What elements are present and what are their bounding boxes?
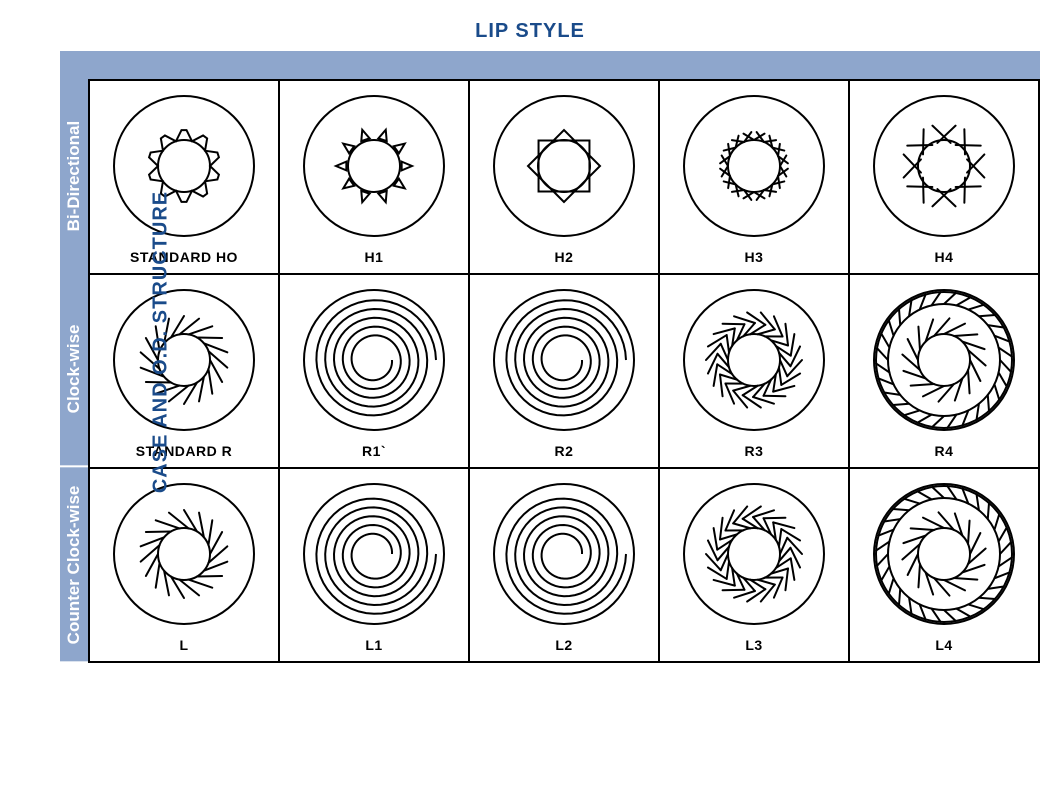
seal-icon	[109, 285, 259, 435]
case-structure-title: CASE AND O.D. STRUCTURE	[150, 190, 173, 492]
seal-cell: L2	[468, 469, 658, 661]
seal-icon	[299, 91, 449, 241]
seal-label: L2	[555, 637, 572, 653]
seal-cell: L	[90, 469, 278, 661]
seal-label: H4	[935, 249, 954, 265]
seal-icon	[869, 91, 1019, 241]
seal-cell: H3	[658, 81, 848, 273]
seal-icon	[869, 479, 1019, 629]
seal-cell: R1`	[278, 275, 468, 467]
seal-cell: R2	[468, 275, 658, 467]
seal-cell: H1	[278, 81, 468, 273]
left-bar: Bi-DirectionalClock-wiseCounter Clock-wi…	[60, 79, 88, 663]
top-bar	[60, 51, 1040, 79]
seal-label: L	[179, 637, 188, 653]
seal-icon	[679, 479, 829, 629]
seal-icon	[869, 285, 1019, 435]
seal-label: R2	[555, 443, 574, 459]
grid-row: L L1 L2 L3 L4	[90, 467, 1038, 661]
row-label: Counter Clock-wise	[60, 468, 88, 663]
seal-cell: STANDARD HO	[90, 81, 278, 273]
seal-label: H1	[365, 249, 384, 265]
row-label: Clock-wise	[60, 272, 88, 467]
seal-label: STANDARD HO	[130, 249, 238, 265]
seal-icon	[489, 91, 639, 241]
seal-icon	[299, 285, 449, 435]
seal-label: R3	[745, 443, 764, 459]
seal-icon	[109, 91, 259, 241]
seal-icon	[679, 285, 829, 435]
seal-grid: STANDARD HOH1H2H3H4STANDARD RR1`R2R3R4LL…	[88, 79, 1040, 663]
row-label: Bi-Directional	[60, 79, 88, 272]
seal-label: H2	[555, 249, 574, 265]
seal-icon	[109, 479, 259, 629]
grid-row: STANDARD HO H1 H2 H3 H4	[90, 81, 1038, 273]
seal-cell: R3	[658, 275, 848, 467]
seal-label: L4	[935, 637, 952, 653]
seal-label: L3	[745, 637, 762, 653]
seal-icon	[489, 285, 639, 435]
seal-icon	[489, 479, 639, 629]
lip-style-title: LIP STYLE	[20, 20, 1040, 43]
seal-label: L1	[365, 637, 382, 653]
seal-label: H3	[745, 249, 764, 265]
seal-label: R1`	[362, 443, 386, 459]
seal-icon	[299, 479, 449, 629]
seal-cell: H2	[468, 81, 658, 273]
seal-cell: H4	[848, 81, 1038, 273]
grid-row: STANDARD R R1` R2 R3 R4	[90, 273, 1038, 467]
seal-cell: L1	[278, 469, 468, 661]
seal-cell: L3	[658, 469, 848, 661]
seal-cell: L4	[848, 469, 1038, 661]
seal-cell: R4	[848, 275, 1038, 467]
seal-label: R4	[935, 443, 954, 459]
seal-icon	[679, 91, 829, 241]
seal-cell: STANDARD R	[90, 275, 278, 467]
